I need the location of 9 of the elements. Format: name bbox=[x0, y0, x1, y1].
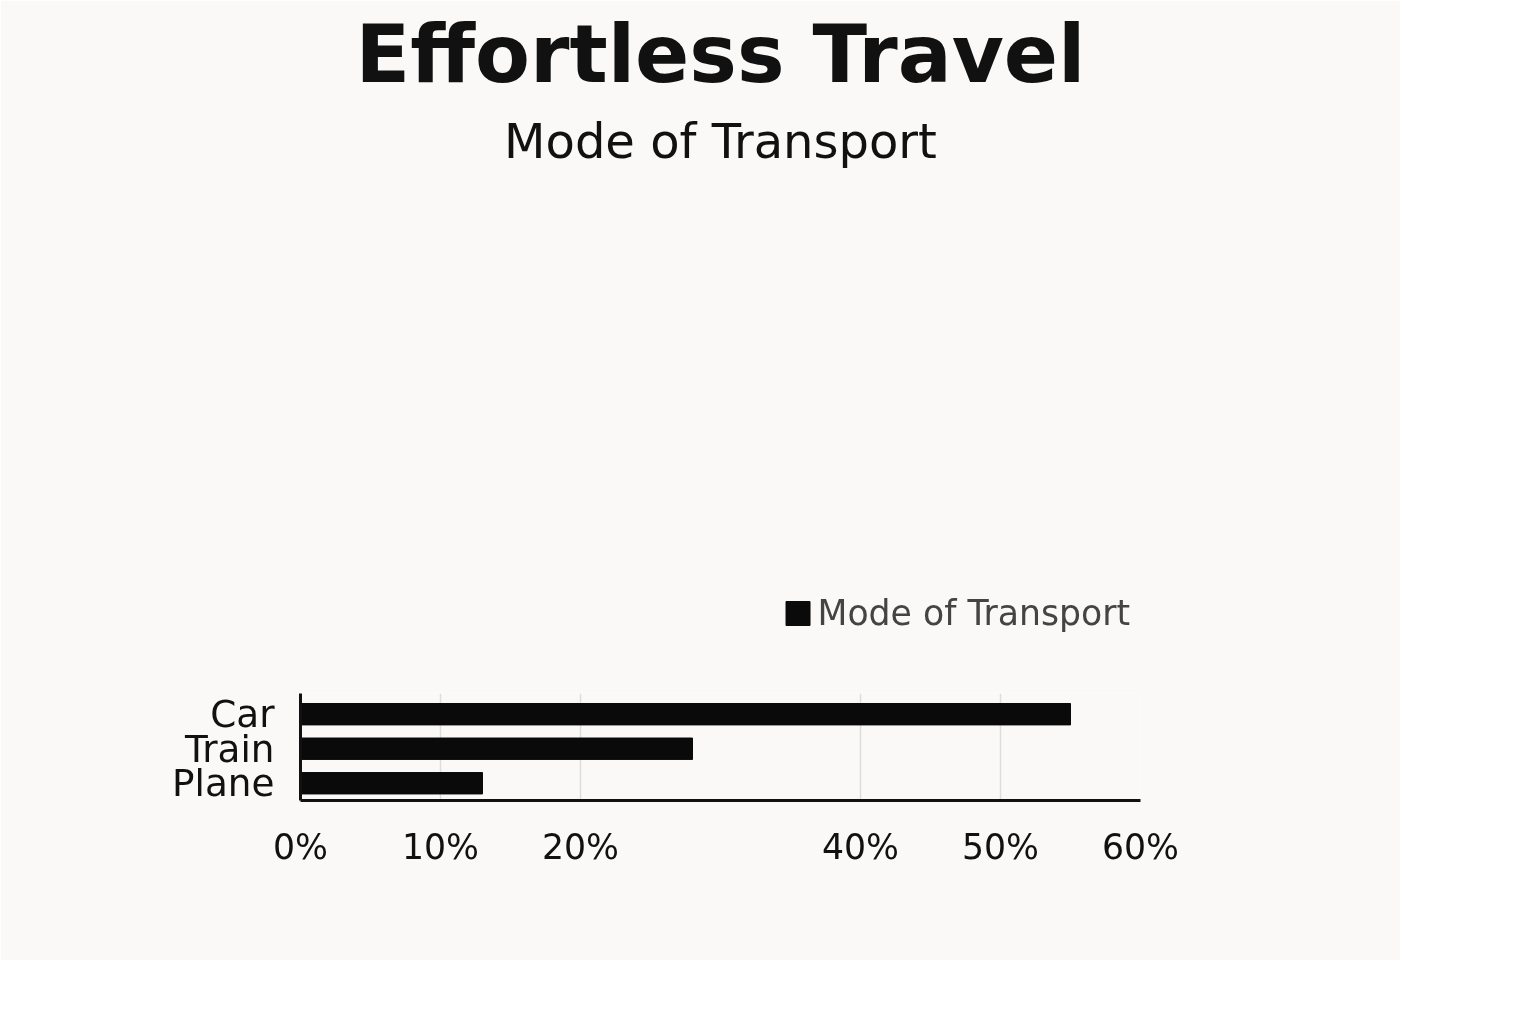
x-tick-label: 50% bbox=[961, 826, 1040, 867]
x-tick-label: 20% bbox=[541, 826, 620, 867]
x-tick-label: 60% bbox=[1101, 826, 1180, 867]
chart-subtitle: Mode of Transport bbox=[504, 112, 937, 169]
x-tick-label: 40% bbox=[821, 826, 900, 867]
x-tick-label: 0% bbox=[273, 826, 328, 867]
chart-title: Effortless Travel bbox=[355, 7, 1086, 101]
x-tick-label: 10% bbox=[401, 826, 480, 867]
legend-label: Mode of Transport bbox=[817, 593, 1130, 633]
